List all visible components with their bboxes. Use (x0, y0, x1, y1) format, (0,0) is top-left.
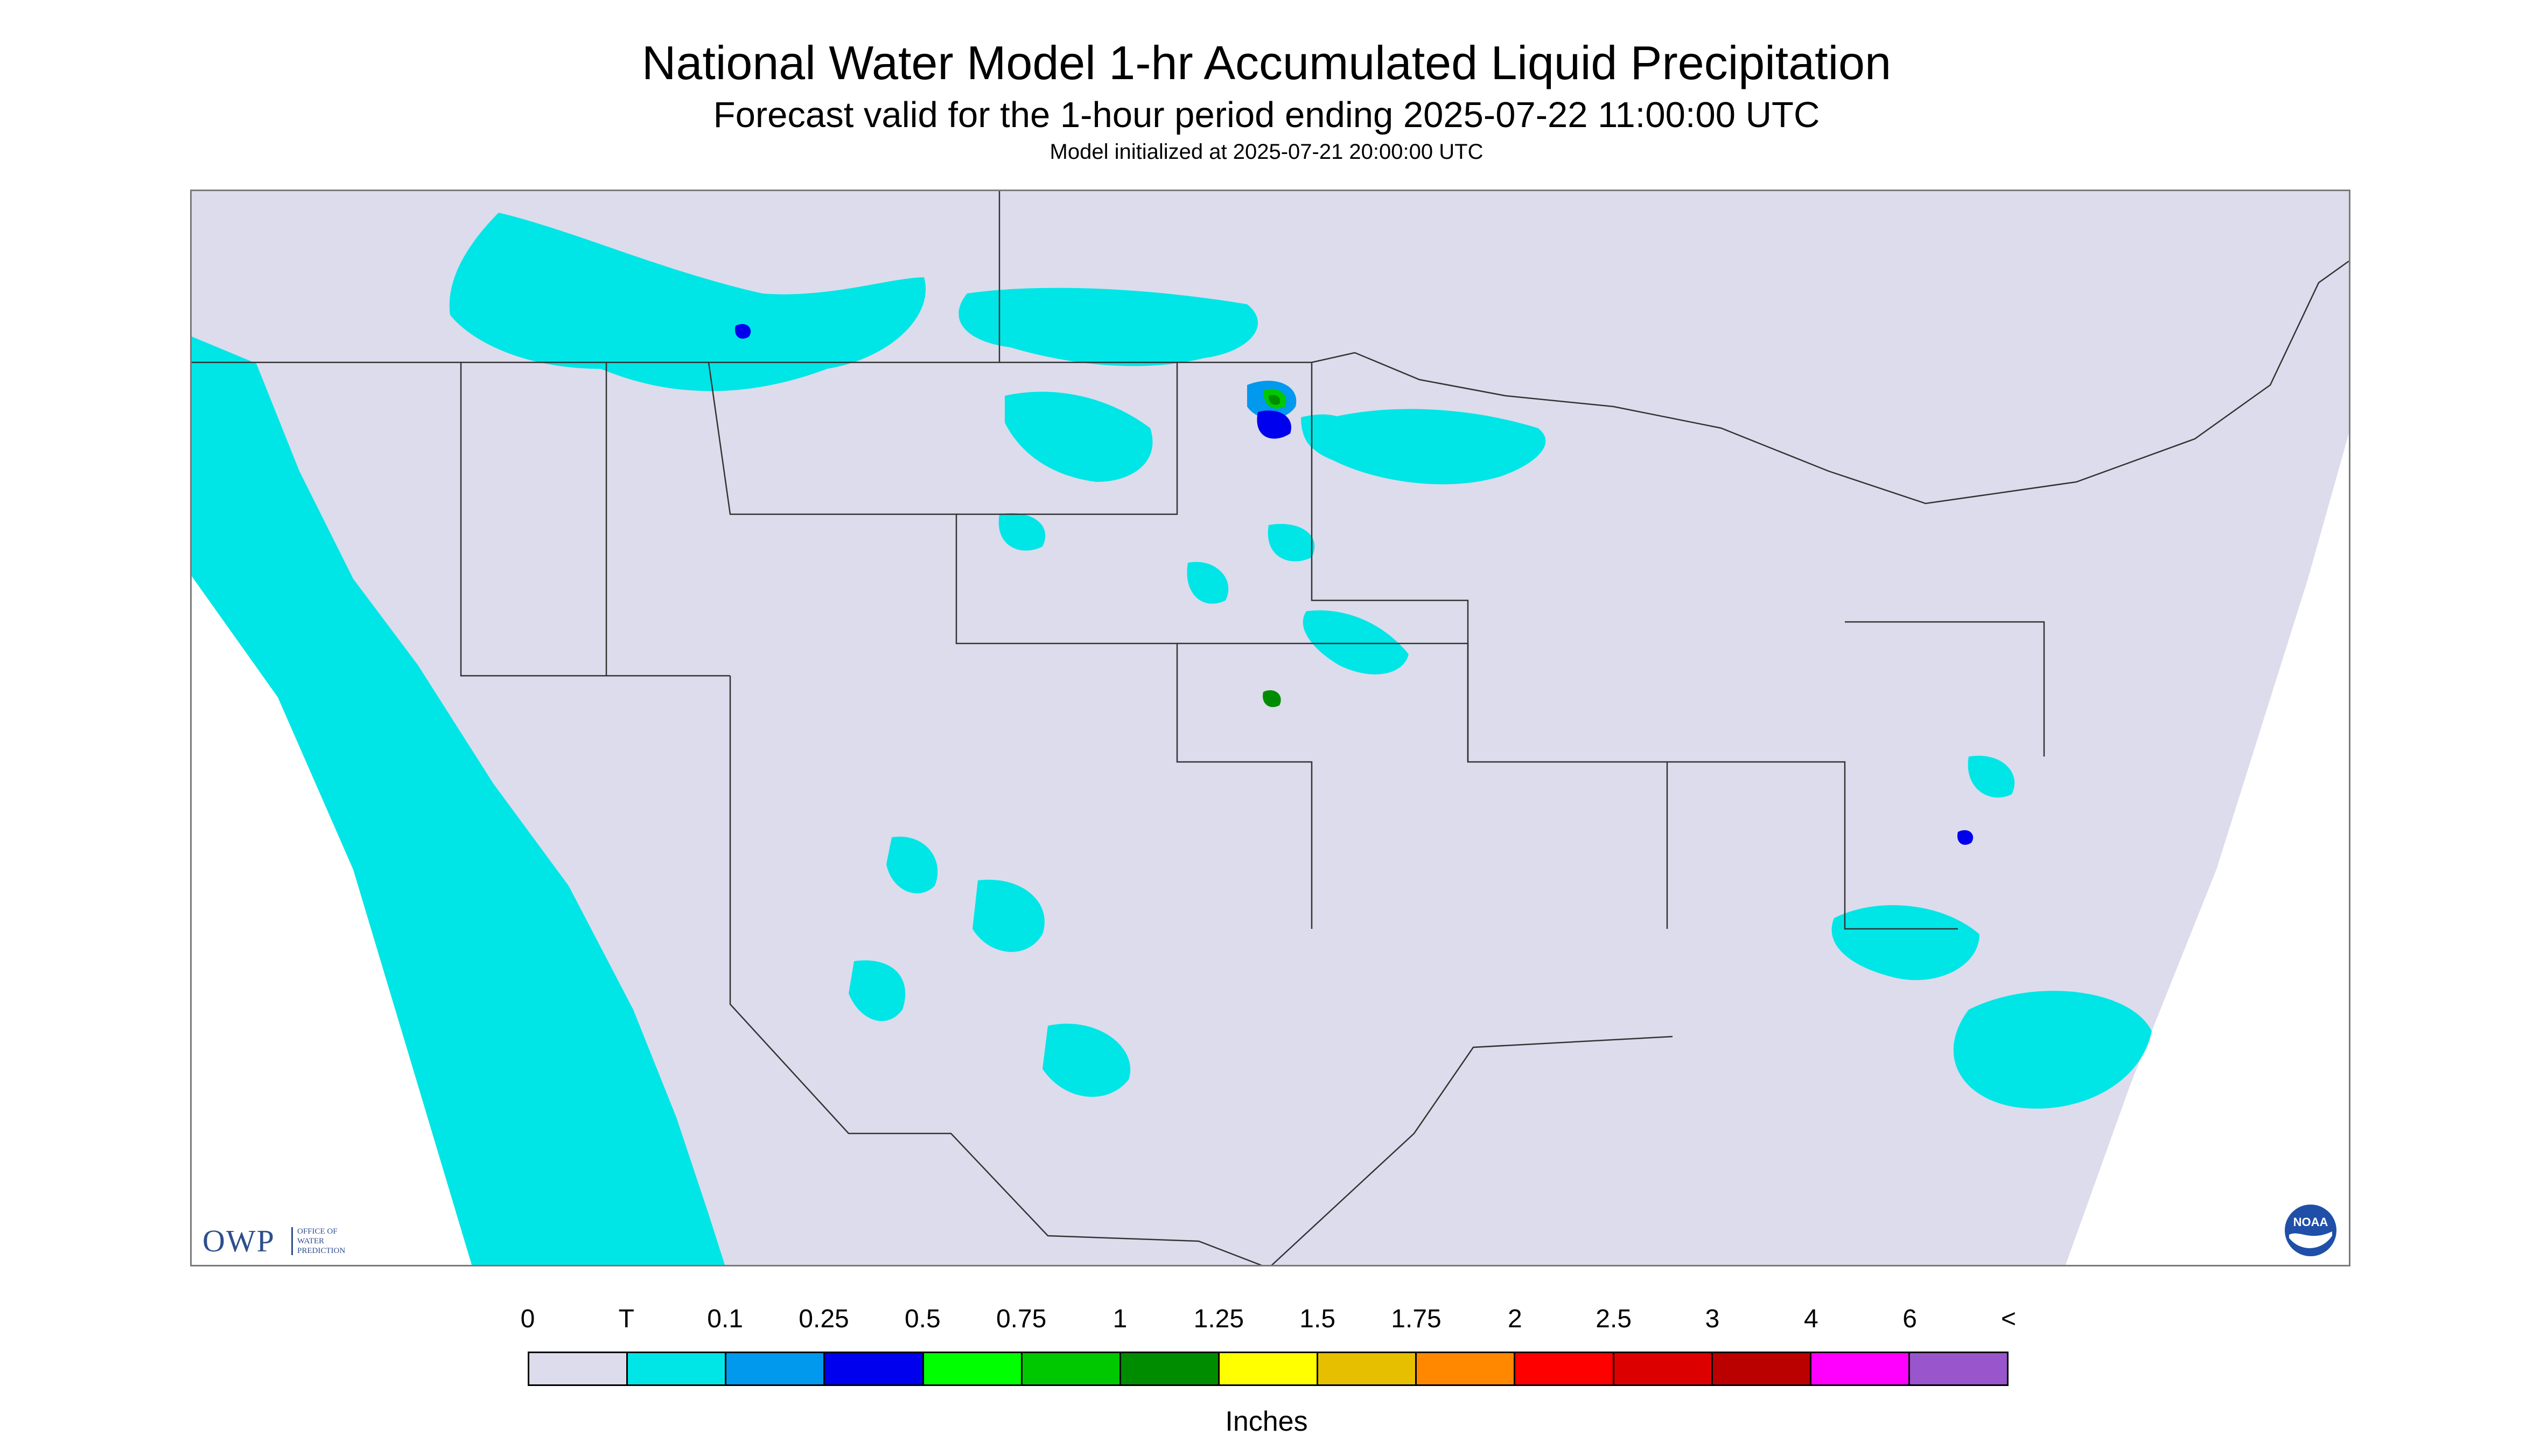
cell-dark-green (1269, 395, 1281, 405)
state-lines-b (956, 362, 1178, 515)
mid-atlantic-trace (1968, 755, 2015, 798)
legend-swatch (529, 1353, 628, 1384)
map-title: National Water Model 1-hr Accumulated Li… (641, 36, 1892, 89)
legend-swatch (1515, 1353, 1614, 1384)
us-canada-border-east (999, 260, 2349, 505)
precipitation-map: OWP OFFICE OF WATER PREDICTION NOAA (190, 190, 2350, 1266)
mexico-trace (849, 960, 906, 1021)
legend-label: < (2000, 1305, 2017, 1333)
legend-labels: 0 T 0.1 0.25 0.5 0.75 1 1.25 1.5 1.75 2 2.5 3 4 6 < (0, 1304, 2533, 1336)
cell-blue (1257, 410, 1291, 439)
plains-trace (1268, 524, 1315, 562)
state-boundaries (192, 191, 2349, 1265)
model-domain (192, 191, 2349, 1265)
legend-swatch (1417, 1353, 1516, 1384)
noaa-lower (2289, 1236, 2332, 1255)
southwest-trace (1042, 1024, 1131, 1097)
cell-blue-coast (1957, 830, 1974, 845)
nevada-trace (886, 836, 938, 894)
pacific-trace-area (192, 337, 725, 1265)
noaa-wave (2289, 1231, 2332, 1249)
legend-label: 0.25 (799, 1305, 849, 1333)
legend-swatch (1121, 1353, 1220, 1384)
legend-label: 0.5 (904, 1305, 941, 1333)
wyoming-trace (998, 513, 1046, 551)
legend-label: 1 (1112, 1305, 1128, 1333)
legend-swatch (1909, 1353, 2007, 1384)
dakotas-trace (1005, 391, 1153, 482)
legend-label: 1.25 (1193, 1305, 1244, 1333)
owp-line-1: OFFICE OF (297, 1227, 338, 1236)
legend-swatch (1614, 1353, 1713, 1384)
us-mexico-border (729, 676, 1673, 1265)
legend-label: 1.75 (1391, 1305, 1442, 1333)
heavy-precip-cells (735, 324, 1974, 845)
legend-swatch (726, 1353, 825, 1384)
noaa-logo: NOAA (2285, 1205, 2336, 1256)
legend-units: Inches (1225, 1406, 1308, 1437)
upper-midwest-trace (1306, 409, 1546, 485)
legend-label: 0.75 (996, 1305, 1047, 1333)
state-lines-f (1845, 621, 2045, 757)
state-lines-a (708, 362, 1313, 929)
legend-swatch (1811, 1353, 1910, 1384)
cell-green-kansas (1263, 690, 1281, 708)
north-plains-trace (958, 288, 1258, 366)
legend-label: 4 (1803, 1305, 1818, 1333)
owp-divider (291, 1227, 293, 1255)
legend-label: 2 (1507, 1305, 1522, 1333)
state-lines-e (1667, 761, 1958, 930)
nebraska-trace (1187, 562, 1229, 604)
legend-swatch (825, 1353, 924, 1384)
legend-label: 0 (520, 1305, 535, 1333)
legend-swatch (1712, 1353, 1811, 1384)
legend-swatch (1219, 1353, 1319, 1384)
owp-line-3: PREDICTION (297, 1247, 346, 1255)
northwest-trace (449, 213, 926, 391)
legend-label: 6 (1902, 1305, 1918, 1333)
map-subtitle: Forecast valid for the 1-hour period end… (713, 95, 1820, 135)
carolina-coast-trace (1831, 905, 1979, 981)
atlantic-offshore-trace (1953, 991, 2152, 1109)
state-lines-d (1177, 642, 1668, 929)
legend-label: 1.5 (1299, 1305, 1336, 1333)
legend-swatch (628, 1353, 727, 1384)
owp-line-2: WATER (297, 1237, 324, 1245)
trace-precip-areas (192, 213, 2152, 1265)
legend-label: 0.1 (707, 1305, 744, 1333)
legend-color-bar (528, 1352, 2009, 1386)
legend-label: T (618, 1305, 634, 1333)
map-canvas (192, 191, 2349, 1265)
legend-label: 2.5 (1596, 1305, 1632, 1333)
legend-label: 3 (1705, 1305, 1720, 1333)
legend-swatch (1022, 1353, 1121, 1384)
arizona-trace (972, 879, 1045, 952)
owp-letters: OWP (202, 1223, 275, 1258)
legend-swatch (923, 1353, 1023, 1384)
montana-trace (811, 314, 871, 348)
kansas-trace (1303, 610, 1409, 675)
state-lines-g (460, 362, 730, 677)
owp-logo-block: OWP OFFICE OF WATER PREDICTION (202, 1225, 375, 1257)
noaa-text: NOAA (2293, 1215, 2328, 1229)
cell-blue-montana (735, 324, 751, 339)
model-init-line: Model initialized at 2025-07-21 20:00:00… (1049, 140, 1484, 164)
legend-swatch (1318, 1353, 1417, 1384)
